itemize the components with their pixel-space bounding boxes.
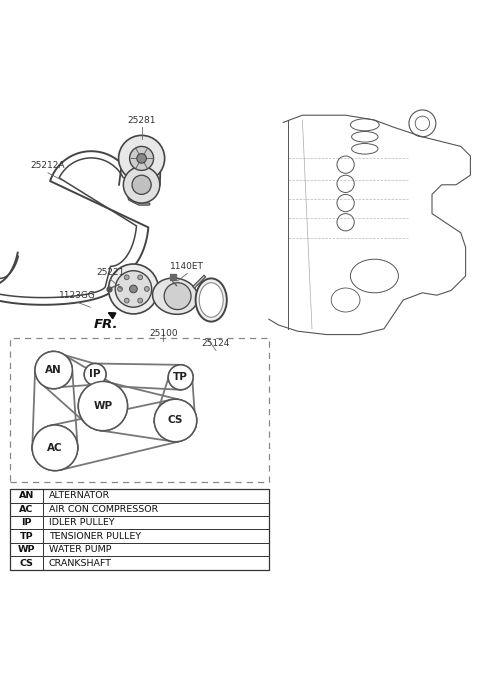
Bar: [10, 489, 269, 570]
Text: CS: CS: [20, 558, 33, 567]
Circle shape: [78, 381, 128, 431]
Text: TENSIONER PULLEY: TENSIONER PULLEY: [49, 532, 141, 541]
Circle shape: [154, 400, 197, 442]
Circle shape: [138, 298, 143, 303]
Circle shape: [119, 135, 165, 182]
Text: AC: AC: [47, 443, 63, 453]
Text: 1123GG: 1123GG: [60, 291, 96, 300]
Text: 25124: 25124: [202, 339, 230, 348]
Text: IP: IP: [21, 519, 32, 528]
Text: AIR CON COMPRESSOR: AIR CON COMPRESSOR: [49, 505, 158, 514]
Ellipse shape: [153, 278, 198, 315]
Circle shape: [168, 365, 193, 390]
Circle shape: [130, 146, 154, 171]
Ellipse shape: [196, 278, 227, 322]
Text: TP: TP: [173, 372, 188, 382]
Circle shape: [154, 400, 197, 442]
Text: TP: TP: [173, 372, 188, 382]
Circle shape: [168, 365, 193, 390]
Text: CS: CS: [168, 416, 183, 425]
Text: 25221: 25221: [96, 268, 125, 277]
Text: IP: IP: [89, 370, 101, 379]
Text: AC: AC: [19, 505, 34, 514]
Circle shape: [32, 425, 78, 470]
Circle shape: [84, 363, 106, 386]
Text: WP: WP: [93, 401, 112, 411]
Text: 25212A: 25212A: [31, 161, 65, 171]
Circle shape: [84, 363, 106, 386]
Circle shape: [32, 425, 78, 470]
Circle shape: [115, 271, 152, 307]
Text: CRANKSHAFT: CRANKSHAFT: [49, 558, 112, 567]
Circle shape: [35, 351, 72, 389]
Circle shape: [124, 275, 129, 280]
Text: CS: CS: [168, 416, 183, 425]
Text: AC: AC: [47, 443, 63, 453]
Text: 1140ET: 1140ET: [170, 262, 204, 271]
Text: 25100: 25100: [149, 329, 178, 338]
Circle shape: [123, 166, 160, 203]
Text: WATER PUMP: WATER PUMP: [49, 545, 111, 554]
Text: 25281: 25281: [127, 116, 156, 125]
Circle shape: [118, 287, 122, 292]
Text: FR.: FR.: [94, 319, 118, 331]
Text: AN: AN: [45, 365, 62, 375]
Circle shape: [138, 275, 143, 280]
Text: WP: WP: [18, 545, 35, 554]
Circle shape: [78, 381, 128, 431]
Text: WP: WP: [93, 401, 112, 411]
Circle shape: [35, 351, 72, 389]
Ellipse shape: [199, 283, 223, 317]
Text: IP: IP: [89, 370, 101, 379]
Circle shape: [137, 154, 146, 163]
Text: ALTERNATOR: ALTERNATOR: [49, 491, 110, 500]
Text: AN: AN: [45, 365, 62, 375]
Circle shape: [132, 175, 151, 194]
Circle shape: [124, 298, 129, 303]
Circle shape: [108, 264, 158, 314]
Text: AN: AN: [19, 491, 34, 500]
Circle shape: [164, 283, 191, 310]
Circle shape: [144, 287, 149, 292]
Text: IDLER PULLEY: IDLER PULLEY: [49, 519, 115, 528]
Text: TP: TP: [20, 532, 33, 541]
Circle shape: [130, 285, 137, 293]
